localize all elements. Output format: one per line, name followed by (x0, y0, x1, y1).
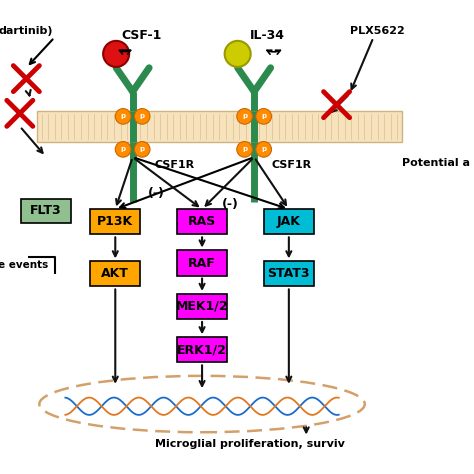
Text: (-): (-) (222, 198, 239, 211)
Text: MEK1/2: MEK1/2 (176, 300, 228, 313)
Text: RAS: RAS (188, 215, 216, 228)
FancyBboxPatch shape (177, 209, 227, 235)
FancyBboxPatch shape (264, 261, 314, 286)
Text: Microglial proliferation, surviv: Microglial proliferation, surviv (155, 439, 345, 449)
Text: CSF1R: CSF1R (272, 160, 311, 171)
Text: p: p (261, 113, 266, 119)
Text: e events: e events (0, 260, 48, 270)
Text: IL-34: IL-34 (250, 29, 285, 42)
FancyBboxPatch shape (21, 199, 71, 223)
Text: RAF: RAF (188, 256, 216, 270)
Text: STAT3: STAT3 (268, 267, 310, 281)
Circle shape (115, 142, 131, 157)
Text: CSF1R: CSF1R (155, 160, 194, 171)
Text: p: p (140, 113, 145, 119)
Text: p: p (120, 146, 126, 152)
FancyBboxPatch shape (177, 250, 227, 275)
Text: dartinib): dartinib) (0, 26, 53, 36)
Text: Potential a: Potential a (401, 158, 470, 168)
Text: AKT: AKT (101, 267, 129, 281)
Circle shape (103, 41, 129, 67)
Text: CSF-1: CSF-1 (121, 29, 162, 42)
Circle shape (256, 109, 272, 124)
FancyBboxPatch shape (177, 294, 227, 319)
Circle shape (134, 142, 150, 157)
Text: p: p (242, 146, 247, 152)
Text: p: p (261, 146, 266, 152)
FancyBboxPatch shape (91, 209, 140, 235)
Circle shape (225, 41, 251, 67)
Text: FLT3: FLT3 (30, 204, 62, 218)
Circle shape (134, 109, 150, 124)
Circle shape (115, 109, 131, 124)
Text: (-): (-) (148, 187, 165, 200)
FancyBboxPatch shape (264, 209, 314, 235)
Text: p: p (140, 146, 145, 152)
Text: PLX5622: PLX5622 (350, 26, 404, 36)
Circle shape (237, 109, 252, 124)
Text: JAK: JAK (277, 215, 301, 228)
Text: p: p (120, 113, 126, 119)
Circle shape (237, 142, 252, 157)
Text: ERK1/2: ERK1/2 (177, 343, 227, 356)
FancyBboxPatch shape (91, 261, 140, 286)
FancyBboxPatch shape (177, 337, 227, 363)
Text: p: p (242, 113, 247, 119)
Text: P13K: P13K (97, 215, 133, 228)
FancyBboxPatch shape (37, 111, 401, 142)
Circle shape (256, 142, 272, 157)
